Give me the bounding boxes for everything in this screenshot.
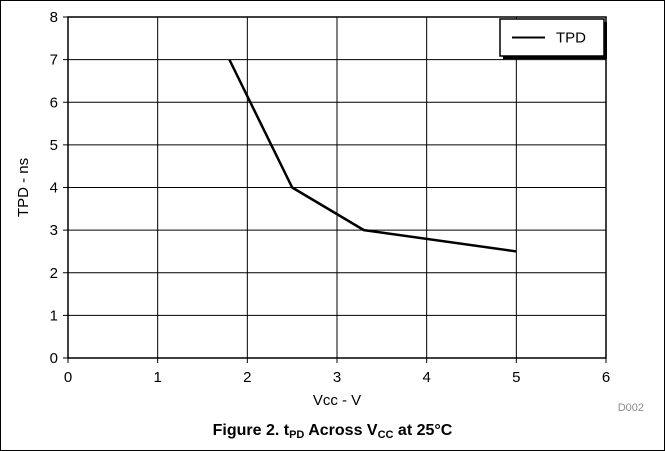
y-tick-label: 6: [50, 94, 58, 111]
y-tick-label: 8: [50, 9, 58, 26]
y-tick-label: 3: [50, 222, 58, 239]
caption-subscript-cc: CC: [377, 429, 394, 441]
y-tick-label: 5: [50, 137, 58, 154]
y-axis-ticks: 0 1 2 3 4 5 6 7 8: [50, 9, 68, 367]
x-tick-label: 4: [422, 369, 430, 386]
caption-subscript-pd: PD: [289, 429, 305, 441]
legend-label: TPD: [556, 30, 586, 47]
x-tick-label: 0: [64, 369, 72, 386]
grid-lines: [68, 17, 606, 358]
y-axis-label: TPD - ns: [15, 158, 32, 217]
series-line-tpd: [228, 59, 517, 253]
x-axis-label: Vcc - V: [313, 392, 361, 409]
figure-code: D002: [618, 402, 644, 414]
caption-prefix: Figure 2. t: [212, 422, 290, 439]
y-tick-label: 0: [50, 350, 58, 367]
x-tick-label: 3: [333, 369, 341, 386]
caption-middle: Across V: [304, 422, 378, 439]
y-tick-label: 2: [50, 265, 58, 282]
x-tick-label: 1: [153, 369, 161, 386]
x-axis-ticks: 0 1 2 3 4 5 6: [64, 358, 610, 386]
y-tick-label: 7: [50, 52, 58, 69]
legend: TPD: [499, 18, 607, 59]
series-layer: [228, 59, 517, 253]
y-tick-label: 4: [50, 180, 58, 197]
x-tick-label: 6: [602, 369, 610, 386]
x-tick-label: 5: [512, 369, 520, 386]
figure-caption: Figure 2. tPD Across VCC at 25°C: [0, 422, 665, 441]
y-tick-label: 1: [50, 307, 58, 324]
legend-box: [499, 18, 605, 57]
line-chart: 0 1 2 3 4 5 6 0 1 2 3 4 5 6 7 8 Vcc - V TPD - ns TPD D…: [15, 9, 644, 414]
x-tick-label: 2: [243, 369, 251, 386]
caption-suffix: at 25°C: [393, 422, 453, 439]
